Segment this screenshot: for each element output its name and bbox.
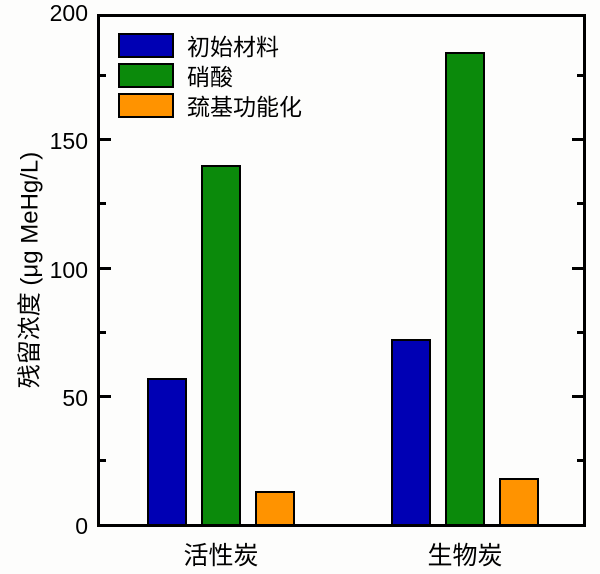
legend-label-series2: 硝酸 (187, 64, 233, 90)
bar-group2-series1 (391, 339, 431, 524)
x-category-label-1: 活性炭 (183, 542, 259, 570)
y-tick-label-50: 50 (62, 384, 88, 411)
y-major-tick-left-100 (100, 266, 111, 270)
y-tick-label-0: 0 (75, 513, 88, 539)
y-tick-label-150: 150 (49, 128, 88, 155)
legend-item-series3: 巯基功能化 (118, 92, 302, 120)
y-minor-tick-right-175 (577, 74, 583, 78)
bar-group1-series2 (201, 165, 241, 524)
y-minor-tick-left-25 (100, 458, 106, 462)
y-minor-tick-right-25 (577, 458, 583, 462)
bar-group2-series3 (499, 478, 539, 524)
y-major-tick-right-100 (572, 266, 583, 270)
y-minor-tick-left-75 (100, 330, 106, 334)
plot-area (97, 14, 586, 527)
y-minor-tick-right-75 (577, 330, 583, 334)
y-major-tick-right-50 (572, 394, 583, 398)
y-major-tick-left-150 (100, 138, 111, 142)
y-major-tick-left-50 (100, 394, 111, 398)
y-tick-label-200: 200 (49, 0, 88, 26)
legend-swatch-series1 (118, 32, 174, 58)
legend-swatch-series3 (118, 92, 174, 118)
bar-group1-series3 (255, 491, 295, 524)
bar-group1-series1 (147, 378, 187, 524)
legend-label-series1: 初始材料 (187, 34, 279, 60)
legend-label-series3: 巯基功能化 (187, 94, 302, 120)
y-major-tick-right-150 (572, 138, 583, 142)
bar-group2-series2 (445, 52, 485, 524)
x-category-label-2: 生物炭 (427, 542, 503, 570)
y-minor-tick-left-125 (100, 202, 106, 206)
y-minor-tick-left-175 (100, 74, 106, 78)
legend-item-series2: 硝酸 (118, 62, 233, 90)
y-tick-label-100: 100 (49, 256, 88, 283)
y-minor-tick-right-125 (577, 202, 583, 206)
legend-swatch-series2 (118, 62, 174, 88)
legend-item-series1: 初始材料 (118, 32, 279, 60)
